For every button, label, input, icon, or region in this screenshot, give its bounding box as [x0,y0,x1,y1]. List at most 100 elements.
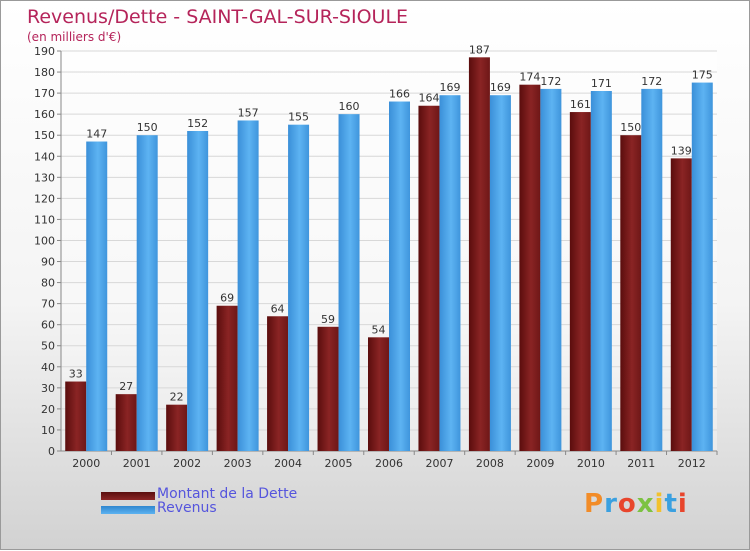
y-tick-label: 160 [34,108,55,121]
x-tick-label: 2003 [224,457,252,470]
y-tick-label: 140 [34,150,55,163]
revenue-bar [540,88,562,451]
revenue-bar [489,95,511,452]
debt-bar-value-label: 150 [620,121,641,134]
proxiti-logo: Proxiti [584,489,688,519]
debt-bar [65,381,87,451]
y-tick-label: 10 [41,424,55,437]
revenue-bar-value-label: 169 [439,81,460,94]
logo-letter: x [636,489,655,519]
legend-swatch-revenue [101,506,155,514]
y-tick-label: 190 [34,45,55,58]
debt-bar [166,404,188,451]
debt-bar [670,158,692,452]
x-tick-label: 2009 [526,457,554,470]
y-tick-label: 170 [34,87,55,100]
y-tick-label: 0 [48,445,55,458]
y-tick-label: 110 [34,213,55,226]
legend-label-revenue: Revenus [157,500,217,516]
debt-bar-value-label: 22 [170,391,184,404]
revenue-bar [691,82,713,451]
logo-letter: i [654,489,665,519]
x-tick-label: 2006 [375,457,403,470]
revenue-bar-value-label: 171 [591,77,612,90]
debt-bar [569,112,591,451]
revenue-bar-value-label: 169 [490,81,511,94]
debt-bar [216,305,238,451]
revenue-bar [187,131,209,451]
revenue-bar [641,88,663,451]
debt-bar-value-label: 27 [119,380,133,393]
revenue-bar [86,141,108,452]
debt-bar [267,316,289,451]
legend-label-debt: Montant de la Dette [157,486,298,502]
debt-bar [620,135,642,452]
revenue-bar-value-label: 172 [641,75,662,88]
revenue-bar [389,101,410,452]
chart-title: Revenus/Dette - SAINT-GAL-SUR-SIOULE [27,6,409,28]
debt-bar-value-label: 187 [469,43,490,56]
x-tick-label: 2010 [577,457,605,470]
x-tick-label: 2001 [123,457,151,470]
debt-bar [317,326,339,451]
revenue-bar-value-label: 166 [389,88,410,101]
revenue-bar [288,124,310,452]
debt-bar [368,337,389,451]
revenue-bar-value-label: 160 [339,100,360,113]
chart-subtitle: (en milliers d'€) [27,30,122,44]
y-tick-label: 80 [41,277,55,290]
y-tick-label: 90 [41,256,55,269]
revenue-bar [136,135,158,452]
x-tick-label: 2008 [476,457,504,470]
y-tick-label: 180 [34,66,55,79]
logo-letter: t [664,489,678,519]
revenue-bar-value-label: 147 [86,128,107,141]
y-tick-label: 100 [34,234,55,247]
revenue-bar [237,120,259,451]
revenue-bar-value-label: 175 [692,69,713,82]
debt-bar-value-label: 64 [271,302,285,315]
y-tick-label: 30 [41,382,55,395]
x-tick-label: 2005 [325,457,353,470]
y-tick-label: 150 [34,129,55,142]
x-tick-label: 2007 [425,457,453,470]
revenue-bar-value-label: 172 [540,75,561,88]
debt-bar-value-label: 69 [220,292,234,305]
revenue-bar-value-label: 150 [137,121,158,134]
debt-bar [468,57,490,451]
legend-swatch-debt [101,492,155,500]
x-tick-label: 2012 [678,457,706,470]
debt-bar-value-label: 33 [69,368,83,381]
logo-letter: P [584,489,605,519]
debt-bar-value-label: 164 [418,92,439,105]
y-tick-label: 20 [41,403,55,416]
y-tick-label: 50 [41,340,55,353]
x-tick-label: 2002 [173,457,201,470]
debt-bar-value-label: 161 [570,98,591,111]
revenue-bar [590,91,612,451]
logo-letter: r [604,489,618,519]
debt-bar [418,105,440,451]
y-tick-label: 120 [34,192,55,205]
revenue-bar [338,114,360,451]
x-tick-label: 2000 [72,457,100,470]
revenue-bar-value-label: 157 [238,106,259,119]
revenue-bar-value-label: 152 [187,117,208,130]
y-tick-label: 60 [41,319,55,332]
debt-bar-value-label: 54 [372,323,386,336]
y-tick-label: 70 [41,298,55,311]
debt-bar [519,84,541,452]
x-tick-label: 2011 [627,457,655,470]
logo-letter: i [677,489,688,519]
debt-bar [115,394,137,451]
logo-letter: o [617,489,637,519]
revenue-bar [439,95,461,452]
debt-bar-value-label: 174 [519,71,540,84]
debt-bar-value-label: 139 [671,144,692,157]
x-tick-label: 2004 [274,457,302,470]
revenue-bar-value-label: 155 [288,111,309,124]
debt-bar-value-label: 59 [321,313,335,326]
y-tick-label: 130 [34,171,55,184]
